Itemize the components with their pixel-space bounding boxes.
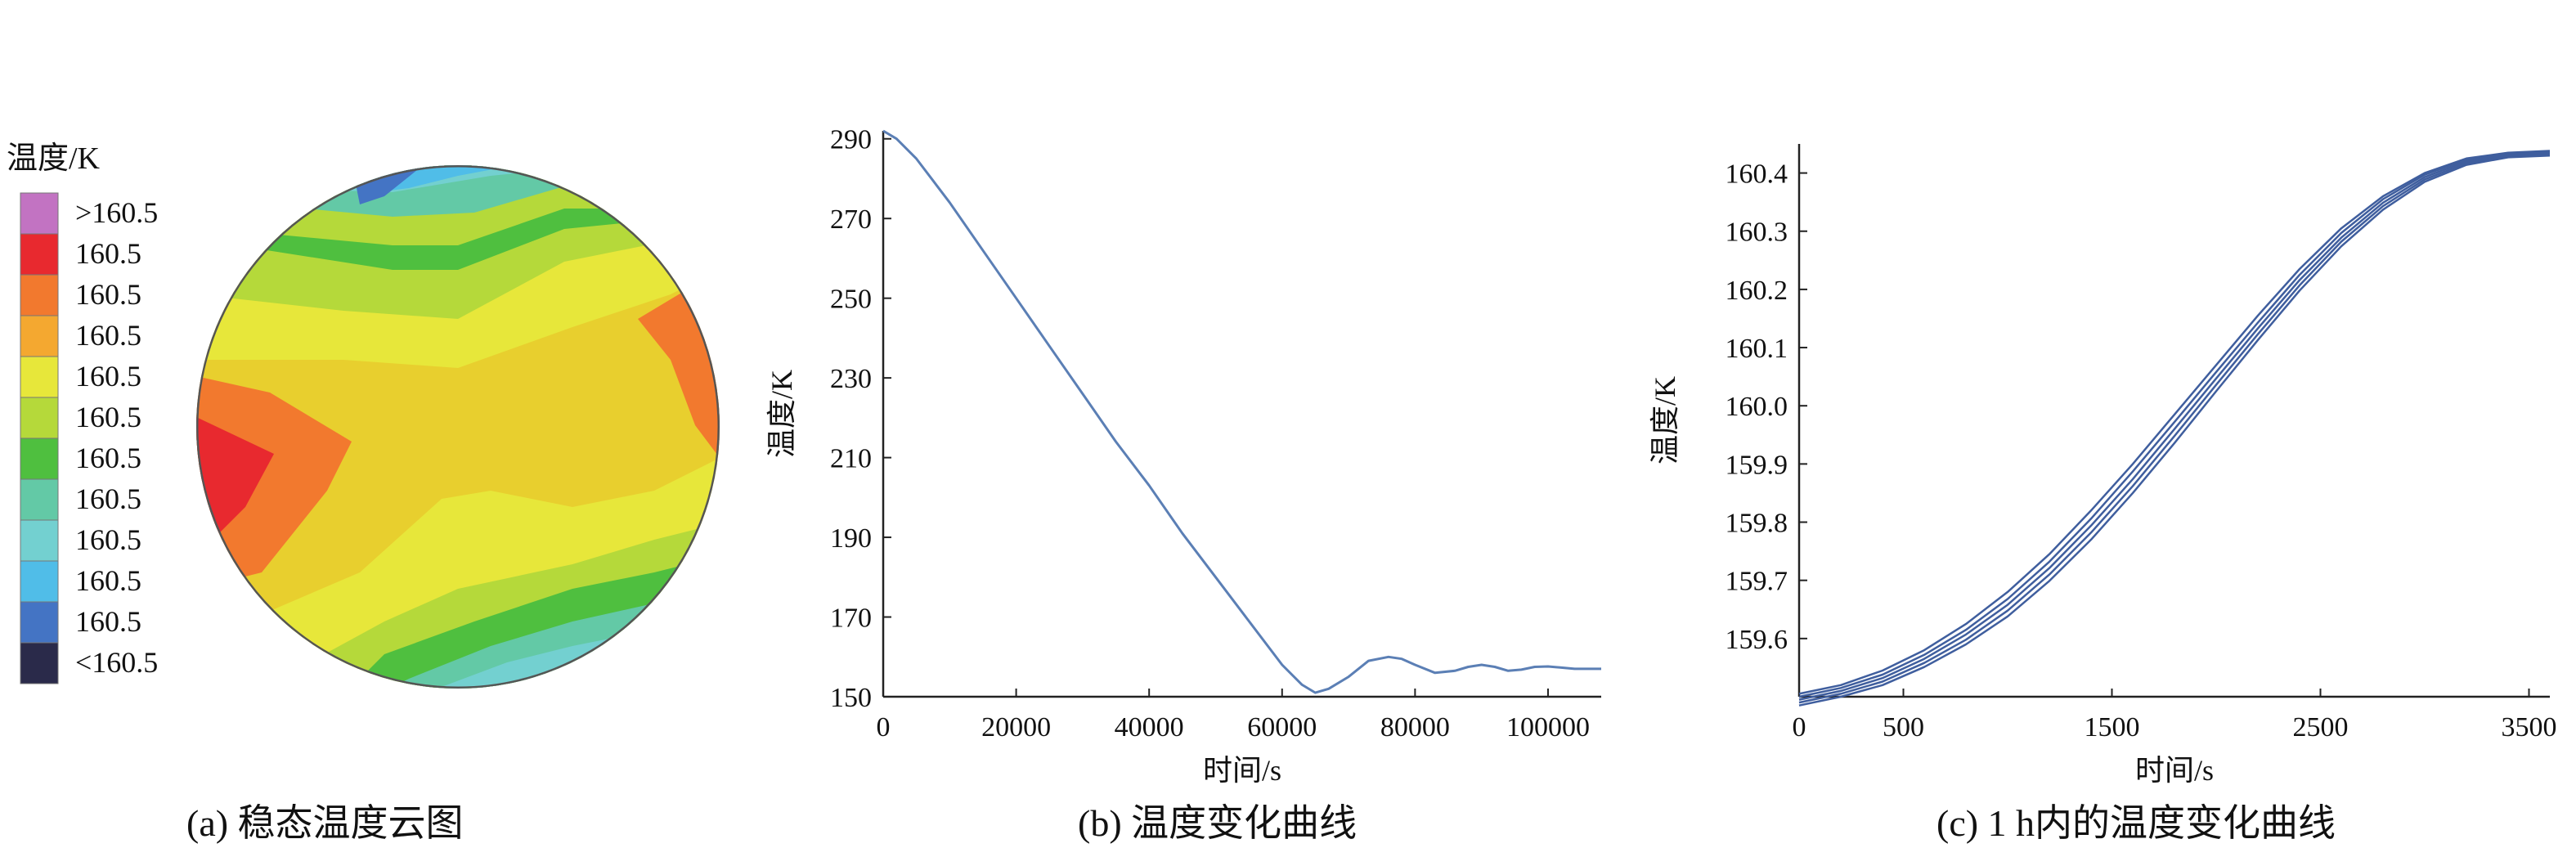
x-tick-label: 3500	[2502, 712, 2557, 743]
x-tick-label: 0	[877, 712, 891, 743]
series-line	[1798, 152, 2551, 701]
y-tick-label: 170	[830, 603, 872, 634]
legend-swatch	[20, 478, 59, 521]
legend-label: 160.5	[75, 319, 141, 352]
legend-swatch	[20, 397, 59, 439]
legend-swatch	[20, 356, 59, 398]
series-line	[1798, 150, 2551, 698]
legend-label: 160.5	[75, 360, 141, 393]
legend-swatch	[20, 315, 59, 357]
contour-band-orange-left	[196, 376, 352, 589]
legend-label: >160.5	[75, 196, 158, 229]
legend-title: 温度/K	[7, 141, 101, 176]
series-line	[1798, 150, 2551, 695]
legend-label: <160.5	[75, 646, 158, 679]
y-tick-label: 160.4	[1726, 159, 1788, 190]
legend-swatch	[20, 437, 59, 480]
legend-swatch	[20, 601, 59, 644]
y-tick-label: 250	[830, 285, 872, 315]
x-tick-label: 2500	[2293, 712, 2349, 743]
x-tick-label: 100000	[1506, 712, 1590, 743]
temperature-contour-map	[196, 165, 720, 689]
x-tick-label: 40000	[1115, 712, 1184, 743]
x-tick-label: 500	[1883, 712, 1924, 743]
legend-label: 160.5	[75, 278, 141, 311]
legend-swatch	[20, 233, 59, 276]
y-tick-label: 270	[830, 204, 872, 235]
panel-a: 温度/K >160.5 160.5 160.5 160.5 160.5 160.5 160.…	[0, 0, 736, 853]
y-tick-label: 210	[830, 444, 872, 474]
contour-disk-outline	[196, 165, 720, 689]
x-tick-label: 1500	[2085, 712, 2140, 743]
legend-swatch	[20, 274, 59, 316]
y-axis-label: 温度/K	[765, 370, 798, 458]
chart-b-svg: 150 170 190 210 230 250 270 290 0 20000 40000 60000…	[765, 125, 1601, 787]
legend-swatch	[20, 519, 59, 562]
x-tick-label: 20000	[981, 712, 1051, 743]
legend-label: 160.5	[75, 605, 141, 638]
series-line	[1798, 154, 2551, 707]
y-tick-label: 159.6	[1726, 625, 1788, 655]
caption-a: (a) 稳态温度云图	[186, 802, 464, 844]
y-tick-label: 230	[830, 364, 872, 394]
panel-a-svg: 温度/K >160.5 160.5 160.5 160.5 160.5 160.5 160.…	[7, 141, 720, 689]
x-tick-label: 0	[1793, 712, 1806, 743]
x-axis-label: 时间/s	[2135, 754, 2214, 787]
y-tick-label: 160.2	[1726, 276, 1788, 306]
y-tick-label: 160.1	[1726, 334, 1788, 364]
legend-swatch	[20, 192, 59, 235]
y-tick-label: 190	[830, 523, 872, 554]
legend-label: 160.5	[75, 523, 141, 556]
y-axis-label: 温度/K	[1649, 376, 1681, 464]
series-line	[1798, 153, 2551, 704]
y-tick-label: 290	[830, 125, 872, 155]
series-line	[882, 129, 1601, 694]
x-tick-label: 80000	[1380, 712, 1450, 743]
panel-b: 150 170 190 210 230 250 270 290 0 20000 40000 60000…	[736, 0, 1636, 853]
y-tick-label: 160.0	[1726, 392, 1788, 422]
legend-swatch	[20, 560, 59, 603]
x-axis-label: 时间/s	[1203, 754, 1281, 787]
legend-label: 160.5	[75, 442, 141, 474]
panel-c: 159.6 159.7 159.8 159.9 160.0 160.1 160.2 160.3…	[1636, 0, 2576, 853]
x-tick-label: 60000	[1247, 712, 1317, 743]
chart-c-svg: 159.6 159.7 159.8 159.9 160.0 160.1 160.2 160.3…	[1649, 144, 2557, 787]
y-tick-label: 159.7	[1726, 567, 1788, 597]
legend-label: 160.5	[75, 237, 141, 270]
y-tick-label: 159.9	[1726, 450, 1788, 480]
caption-c: (c) 1 h内的温度变化曲线	[1936, 802, 2336, 844]
legend-label: 160.5	[75, 482, 141, 515]
legend-label: 160.5	[75, 564, 141, 597]
legend-label: 160.5	[75, 401, 141, 433]
caption-b: (b) 温度变化曲线	[1078, 802, 1358, 844]
y-tick-label: 150	[830, 683, 872, 713]
legend: >160.5 160.5 160.5 160.5 160.5 160.5 160.5 160.…	[20, 192, 158, 684]
y-tick-label: 159.8	[1726, 509, 1788, 539]
legend-swatch	[20, 642, 59, 684]
y-tick-label: 160.3	[1726, 218, 1788, 248]
